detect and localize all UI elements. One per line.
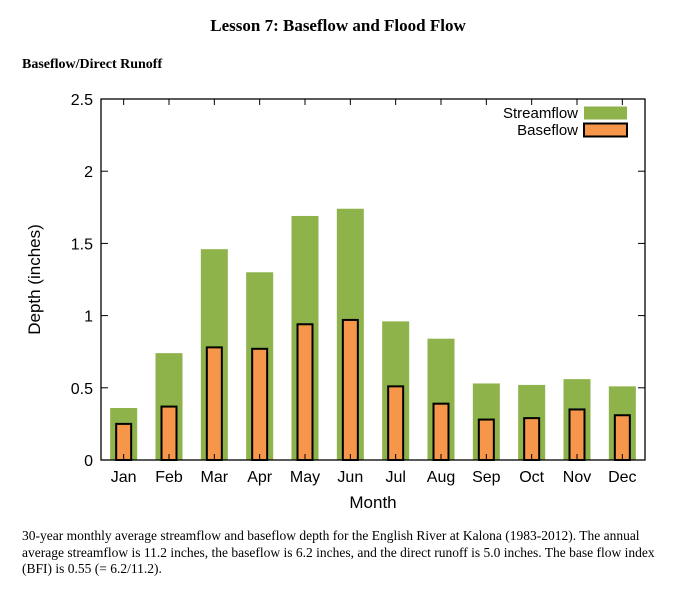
baseflow-bar <box>613 414 631 461</box>
x-tick-label: Jul <box>385 469 405 486</box>
baseflow-bar <box>341 318 359 461</box>
x-tick-label: Feb <box>155 469 183 486</box>
y-tick-label: 1.5 <box>71 236 93 253</box>
baseflow-bar <box>205 346 223 462</box>
legend-swatch-streamflow <box>584 106 627 120</box>
figure-caption: 30-year monthly average streamflow and b… <box>22 528 655 576</box>
legend-swatch-baseflow <box>583 122 628 138</box>
section-title: Baseflow/Direct Runoff <box>22 57 163 72</box>
x-tick-label: Jun <box>337 469 363 486</box>
x-tick-label: Jan <box>111 469 137 486</box>
x-tick-label: Apr <box>247 469 273 486</box>
baseflow-bar <box>160 405 178 461</box>
baseflow-bar <box>251 347 269 462</box>
y-tick-label: 2.5 <box>71 92 93 109</box>
x-tick-label: Mar <box>201 469 229 486</box>
y-tick-label: 0.5 <box>71 381 93 398</box>
page-title: Lesson 7: Baseflow and Flood Flow <box>210 16 466 35</box>
chart-svg: 0 0.5 1 1.5 2 2.5 Jan Feb Mar Apr May Jun Jul Aug Sep O… <box>25 92 646 512</box>
x-tick-label: Dec <box>608 469 636 486</box>
baseflow-bar <box>387 385 405 461</box>
baseflow-bar <box>568 408 586 461</box>
baseflow-bar <box>296 323 314 461</box>
baseflow-bar <box>432 402 450 461</box>
y-tick-label: 1 <box>84 309 93 326</box>
y-tick-label: 0 <box>84 453 93 470</box>
plot-frame <box>100 98 646 461</box>
chart: 0 0.5 1 1.5 2 2.5 Jan Feb Mar Apr May Jun Jul Aug Sep O… <box>0 84 676 520</box>
legend-label-streamflow: Streamflow <box>503 105 578 122</box>
x-tick-label: Nov <box>563 469 591 486</box>
x-tick-label: Aug <box>427 469 455 486</box>
x-tick-label: Oct <box>519 469 544 486</box>
x-tick-label: May <box>290 469 320 486</box>
legend-label-baseflow: Baseflow <box>517 122 578 139</box>
x-tick-label: Sep <box>472 469 501 486</box>
baseflow-bar <box>523 417 541 461</box>
y-tick-label: 2 <box>84 164 93 181</box>
baseflow-bar <box>477 418 495 461</box>
y-axis-title: Depth (inches) <box>25 224 44 335</box>
x-axis-title: Month <box>349 493 396 512</box>
